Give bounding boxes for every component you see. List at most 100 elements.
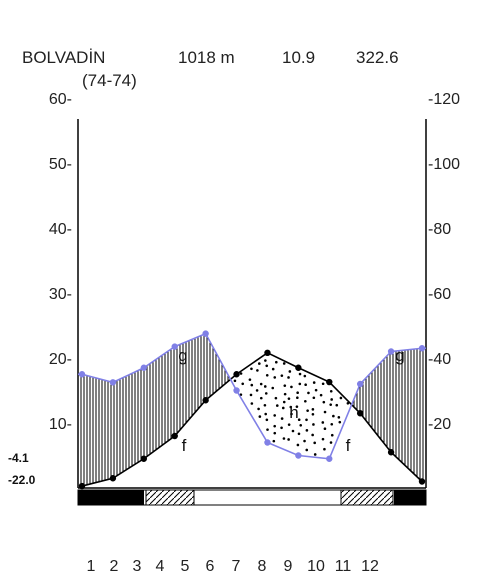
humid-dot (304, 383, 307, 387)
frost-possible-bar (145, 489, 195, 506)
right-tick-label: -120 (428, 91, 460, 108)
humid-dot (291, 429, 295, 433)
temperature-point (418, 478, 426, 485)
right-tick-label: -20 (428, 416, 451, 433)
humid-dot (273, 431, 277, 435)
humid-dot (299, 423, 303, 427)
humid-dot (281, 406, 285, 410)
temperature-point (356, 410, 364, 417)
left-tick-label: 40- (49, 221, 72, 238)
humid-dot (265, 364, 269, 368)
humid-dot (273, 414, 276, 417)
month-label: 9 (284, 558, 293, 575)
left-tick-label: 20- (49, 351, 72, 368)
humid-dot (263, 403, 267, 407)
humid-dot (274, 396, 278, 400)
humid-dot (258, 415, 262, 418)
precipitation-point (109, 379, 117, 386)
left-tick-label: 50- (49, 156, 72, 173)
humid-dot (314, 388, 318, 392)
humid-dot (312, 423, 315, 426)
humid-dot (282, 400, 286, 404)
humid-dot (321, 421, 325, 424)
humid-dot (319, 393, 323, 397)
frost-sure-bar (78, 490, 144, 505)
station-altitude: 1018 m (178, 48, 235, 67)
humid-dot (329, 403, 333, 406)
left-tick-label: 30- (49, 286, 72, 303)
humid-dot (264, 359, 267, 362)
humid-dot (335, 403, 339, 407)
month-label: 8 (258, 558, 267, 575)
humid-dot (312, 381, 316, 384)
month-label: 11 (335, 558, 352, 575)
temperature-point (140, 455, 148, 462)
frost-bars (77, 489, 427, 506)
humid-dot (280, 374, 284, 377)
left-tick-label: 10- (49, 416, 72, 433)
precipitation-point (264, 439, 271, 446)
humid-dot (289, 405, 293, 409)
humid-dot (287, 376, 290, 379)
humid-dot (303, 374, 307, 378)
humid-dot (280, 417, 284, 420)
temperature-point (264, 349, 271, 356)
humid-dot (283, 384, 287, 387)
frost-possible-bar (340, 489, 394, 506)
humid-dot (312, 396, 316, 400)
humid-dot (338, 420, 342, 424)
humid-dot (259, 396, 263, 400)
humid-dot (273, 376, 277, 379)
humid-dot (337, 416, 341, 419)
humid-dot (311, 412, 315, 416)
humid-dot (298, 372, 302, 376)
annotation-g: g (395, 346, 404, 365)
humid-dot (275, 404, 279, 407)
precipitation-point (326, 455, 333, 462)
humid-dot (265, 418, 269, 422)
humid-dot (339, 396, 343, 400)
humid-dot (305, 429, 309, 432)
humid-dot (298, 382, 302, 386)
humid-dot (303, 439, 306, 443)
humid-dot (295, 405, 299, 408)
humid-dot (313, 441, 316, 445)
right-tick-label: -40 (428, 351, 451, 368)
humid-dot (250, 367, 253, 371)
humid-dot (255, 389, 259, 392)
humid-dot (241, 382, 245, 386)
temperature-point (202, 397, 209, 404)
precipitation-point (202, 330, 209, 337)
series-layer (78, 330, 426, 490)
annotation-f: f (346, 436, 351, 455)
axis-ticks: 10- 20- 30- 40- 50- 60- -20 -40 -60 -80 -100 -120 (49, 91, 460, 433)
humid-dot (280, 426, 283, 430)
month-label: 4 (156, 558, 165, 575)
humid-dot (304, 399, 307, 403)
humid-dot (266, 428, 269, 431)
humid-dot (287, 397, 291, 400)
humid-dot (296, 396, 299, 400)
humid-dot (323, 410, 327, 414)
abs-min-label: -22.0 (8, 473, 36, 487)
humid-dot (248, 378, 252, 381)
humid-dot (250, 402, 254, 405)
humid-dot (271, 386, 275, 390)
precipitation-point (233, 387, 240, 394)
left-tick-label: 60- (49, 91, 72, 108)
temperature-point (387, 449, 395, 456)
month-label: 6 (206, 558, 215, 575)
month-label: 12 (361, 558, 379, 575)
humid-dot (282, 362, 286, 365)
temperature-point (171, 432, 178, 440)
temperature-point (295, 364, 302, 371)
temperature-point (326, 378, 333, 386)
right-tick-label: -60 (428, 286, 451, 303)
humid-dot (271, 367, 275, 371)
humid-dot (296, 391, 299, 394)
humid-dot (330, 422, 334, 426)
humid-dot (264, 412, 267, 416)
humid-dot (311, 408, 315, 411)
month-label: 2 (110, 558, 119, 575)
